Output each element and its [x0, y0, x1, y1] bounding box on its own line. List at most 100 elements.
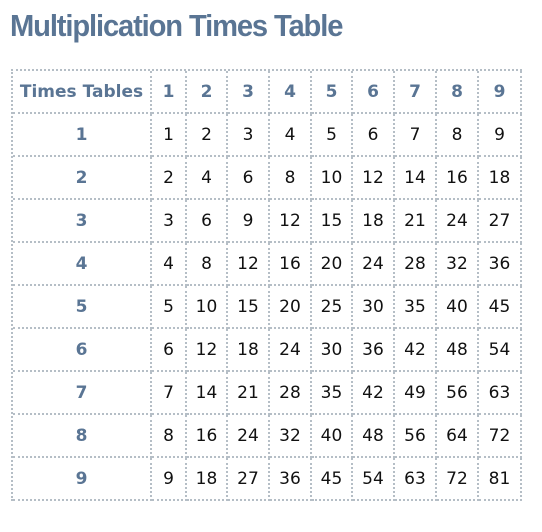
- table-cell: 32: [270, 415, 312, 458]
- table-cell: 28: [270, 372, 312, 415]
- column-header: 8: [437, 71, 479, 114]
- table-cell: 14: [395, 157, 437, 200]
- table-cell: 48: [437, 329, 479, 372]
- table-cell: 24: [228, 415, 270, 458]
- table-cell: 16: [187, 415, 228, 458]
- table-row: 7 7 14 21 28 35 42 49 56 63: [13, 372, 522, 415]
- column-header: 3: [228, 71, 270, 114]
- row-header: 7: [13, 372, 152, 415]
- table-cell: 6: [228, 157, 270, 200]
- row-header: 6: [13, 329, 152, 372]
- table-cell: 36: [270, 458, 312, 501]
- table-cell: 63: [479, 372, 522, 415]
- table-cell: 56: [437, 372, 479, 415]
- header-row: Times Tables 1 2 3 4 5 6 7 8 9: [13, 71, 522, 114]
- column-header: 5: [312, 71, 353, 114]
- table-cell: 9: [479, 114, 522, 157]
- table-cell: 36: [353, 329, 395, 372]
- table-cell: 10: [187, 286, 228, 329]
- table-cell: 12: [187, 329, 228, 372]
- table-cell: 8: [270, 157, 312, 200]
- row-header: 2: [13, 157, 152, 200]
- table-row: 5 5 10 15 20 25 30 35 40 45: [13, 286, 522, 329]
- table-cell: 48: [353, 415, 395, 458]
- table-cell: 25: [312, 286, 353, 329]
- table-cell: 8: [187, 243, 228, 286]
- table-cell: 6: [353, 114, 395, 157]
- table-cell: 27: [479, 200, 522, 243]
- table-cell: 72: [479, 415, 522, 458]
- row-header: 5: [13, 286, 152, 329]
- table-cell: 18: [187, 458, 228, 501]
- table-cell: 4: [152, 243, 187, 286]
- table-cell: 24: [437, 200, 479, 243]
- table-row: 8 8 16 24 32 40 48 56 64 72: [13, 415, 522, 458]
- column-header: 6: [353, 71, 395, 114]
- table-cell: 27: [228, 458, 270, 501]
- table-row: 9 9 18 27 36 45 54 63 72 81: [13, 458, 522, 501]
- table-cell: 4: [270, 114, 312, 157]
- table-cell: 49: [395, 372, 437, 415]
- table-cell: 1: [152, 114, 187, 157]
- table-cell: 30: [312, 329, 353, 372]
- table-cell: 32: [437, 243, 479, 286]
- table-cell: 63: [395, 458, 437, 501]
- table-cell: 5: [152, 286, 187, 329]
- table-cell: 54: [353, 458, 395, 501]
- table-cell: 40: [437, 286, 479, 329]
- table-cell: 36: [479, 243, 522, 286]
- table-cell: 9: [228, 200, 270, 243]
- row-header: 1: [13, 114, 152, 157]
- table-cell: 21: [395, 200, 437, 243]
- table-cell: 35: [312, 372, 353, 415]
- table-cell: 7: [395, 114, 437, 157]
- table-row: 3 3 6 9 12 15 18 21 24 27: [13, 200, 522, 243]
- row-header: 3: [13, 200, 152, 243]
- row-header: 9: [13, 458, 152, 501]
- table-cell: 8: [437, 114, 479, 157]
- table-cell: 56: [395, 415, 437, 458]
- table-cell: 40: [312, 415, 353, 458]
- table-cell: 18: [479, 157, 522, 200]
- table-cell: 16: [437, 157, 479, 200]
- table-cell: 4: [187, 157, 228, 200]
- table-cell: 42: [353, 372, 395, 415]
- table-cell: 20: [312, 243, 353, 286]
- table-cell: 12: [228, 243, 270, 286]
- column-header: 7: [395, 71, 437, 114]
- column-header: 9: [479, 71, 522, 114]
- table-cell: 64: [437, 415, 479, 458]
- table-cell: 20: [270, 286, 312, 329]
- table-cell: 14: [187, 372, 228, 415]
- page-title: Multiplication Times Table: [10, 8, 343, 43]
- table-cell: 24: [270, 329, 312, 372]
- row-header: 8: [13, 415, 152, 458]
- table-cell: 9: [152, 458, 187, 501]
- table-cell: 35: [395, 286, 437, 329]
- table-row: 6 6 12 18 24 30 36 42 48 54: [13, 329, 522, 372]
- table-row: 2 2 4 6 8 10 12 14 16 18: [13, 157, 522, 200]
- table-cell: 12: [353, 157, 395, 200]
- table-cell: 2: [187, 114, 228, 157]
- table-cell: 18: [228, 329, 270, 372]
- table-cell: 21: [228, 372, 270, 415]
- table-cell: 15: [228, 286, 270, 329]
- table-cell: 15: [312, 200, 353, 243]
- column-header: 4: [270, 71, 312, 114]
- corner-label: Times Tables: [13, 71, 152, 114]
- table-cell: 28: [395, 243, 437, 286]
- table-cell: 5: [312, 114, 353, 157]
- table-cell: 45: [479, 286, 522, 329]
- table-cell: 72: [437, 458, 479, 501]
- table-row: 4 4 8 12 16 20 24 28 32 36: [13, 243, 522, 286]
- table-cell: 12: [270, 200, 312, 243]
- table-cell: 6: [187, 200, 228, 243]
- table-cell: 54: [479, 329, 522, 372]
- table-cell: 2: [152, 157, 187, 200]
- column-header: 2: [187, 71, 228, 114]
- table-cell: 30: [353, 286, 395, 329]
- table-cell: 3: [152, 200, 187, 243]
